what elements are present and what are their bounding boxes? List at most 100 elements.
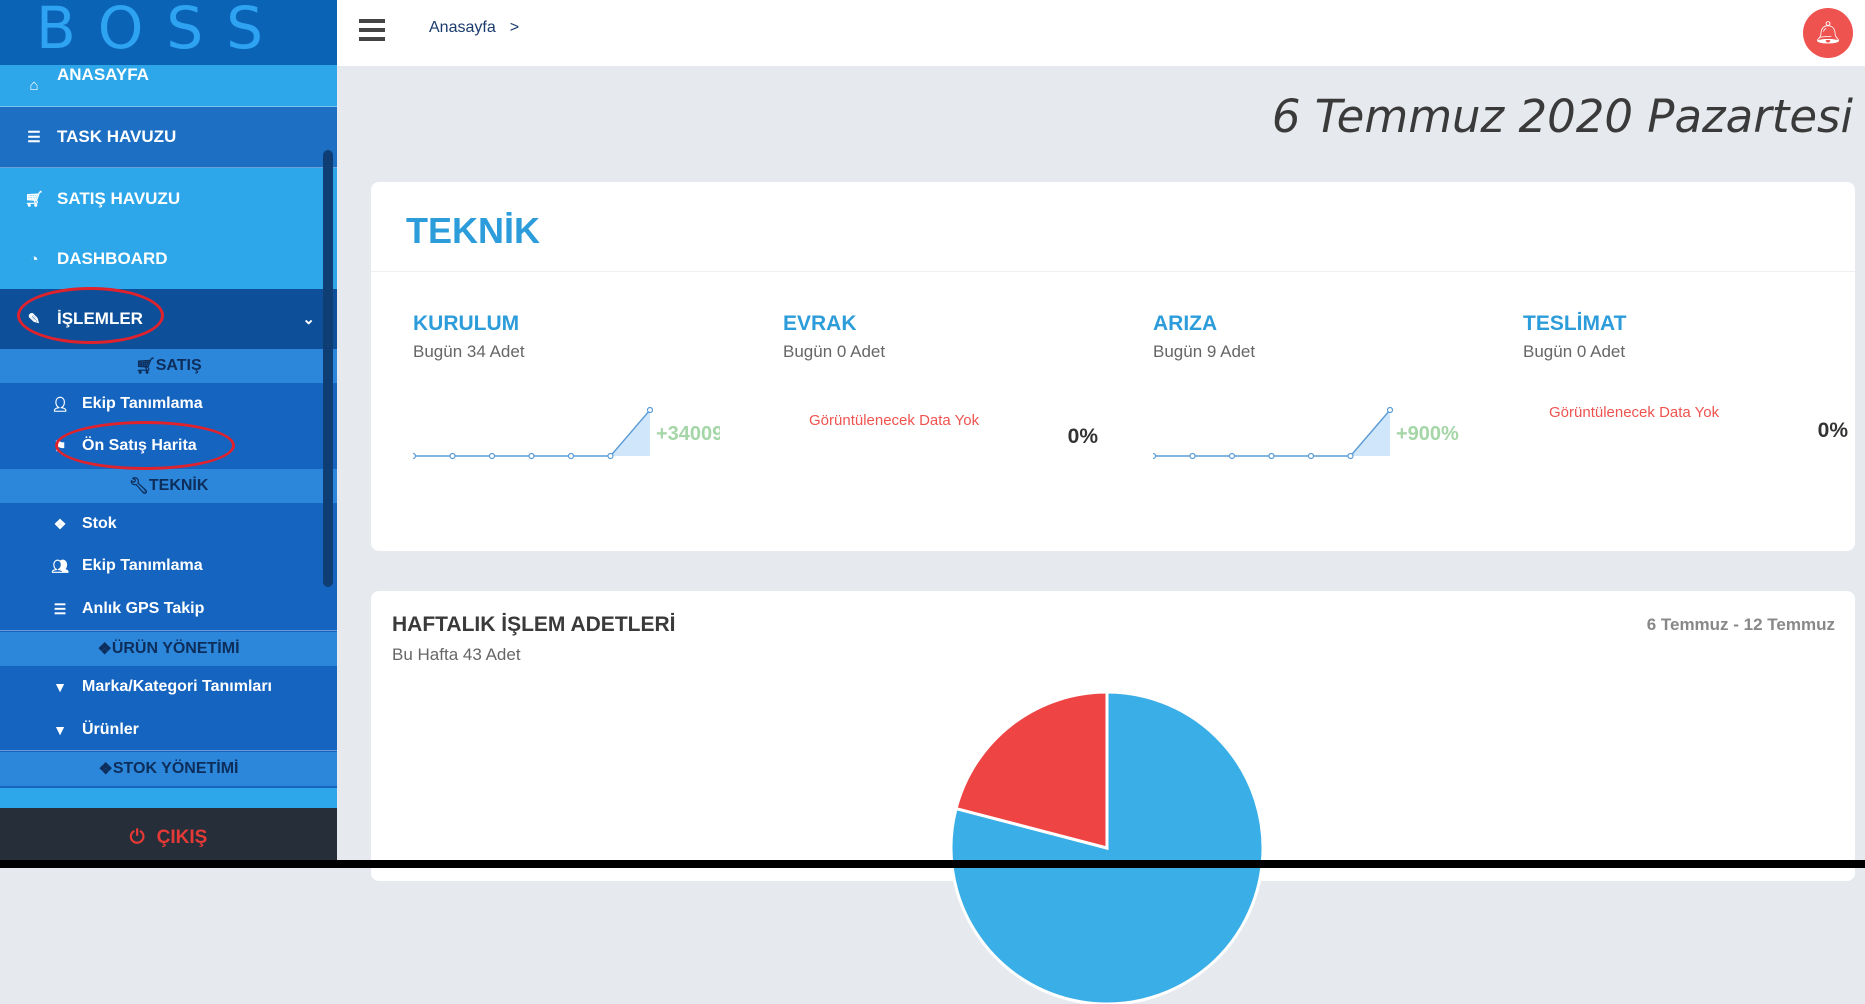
section-label: ÜRÜN YÖNETİMİ (111, 640, 240, 657)
filter-icon: ▼ (53, 679, 67, 695)
list-icon: ☰ (53, 600, 67, 617)
sidebar-item-satis-havuzu[interactable]: 🛒︎ SATIŞ HAVUZU (0, 168, 337, 229)
dropbox-icon: ❖ (97, 641, 112, 658)
sidebar-item-anlik-gps-takip[interactable]: ☰ Anlık GPS Takip (0, 588, 337, 631)
divider (371, 271, 1855, 272)
sidebar-item-stok[interactable]: ❖ Stok (0, 504, 337, 544)
section-header-satis: 🛒︎ SATIŞ (0, 349, 337, 383)
sidebar-item-on-satis-harita[interactable]: ⚑ Ön Satış Harita (0, 426, 337, 466)
sparkline-point (1153, 452, 1157, 460)
page-date: 6 Temmuz 2020 Pazartesi (1271, 90, 1853, 143)
no-data-text: Görüntülenecek Data Yok (809, 412, 980, 429)
sidebar-item-label: DASHBOARD (57, 249, 168, 268)
cart-icon: 🛒︎ (135, 358, 156, 375)
sidebar-item-dashboard[interactable]: ◔ DASHBOARD (0, 229, 337, 289)
sparkline-point (1228, 452, 1236, 460)
date-range: 6 Temmuz - 12 Temmuz (1646, 615, 1835, 634)
sidebar-item-label: TASK HAVUZU (57, 127, 177, 146)
sidebar-item-marka-kategori[interactable]: ▼ Marka/Kategori Tanımları (0, 667, 337, 707)
growth-value: +900% (1396, 423, 1459, 445)
wrench-icon: 🔧︎ (128, 478, 149, 495)
sparkline-point (1347, 452, 1354, 460)
menu-toggle-button[interactable] (359, 19, 385, 43)
sparkline-point (413, 452, 417, 460)
sparkline-line (413, 409, 651, 457)
sidebar-item-label: SATIŞ HAVUZU (57, 188, 181, 208)
dashboard-icon: ◔ (29, 250, 39, 268)
sidebar-item-label: Ön Satış Harita (82, 437, 197, 454)
pie-chart (951, 692, 1263, 1004)
user-icon: 👤︎ (51, 395, 69, 412)
home-icon: ⌂ (29, 77, 39, 94)
sidebar-item-ekip-tanimlama-satis[interactable]: 👤︎ Ekip Tanımlama (0, 384, 337, 424)
no-data-text: Görüntülenecek Data Yok (1549, 404, 1720, 421)
sparkline-point (567, 452, 575, 460)
section-label: SATIŞ (155, 357, 202, 374)
cart-icon: 🛒︎ (24, 190, 44, 208)
section-header-teknik: 🔧︎ TEKNİK (0, 469, 337, 503)
sidebar-item-task-havuzu[interactable]: ☰ TASK HAVUZU (0, 107, 337, 168)
sidebar-item-label: Ekip Tanımlama (82, 557, 203, 574)
logout-label: ÇIKIŞ (156, 827, 208, 848)
stat-title: EVRAK (783, 312, 857, 335)
sidebar-item-islemler[interactable]: ✎ İŞLEMLER ⌄ (0, 289, 337, 349)
sidebar-item-anasayfa[interactable]: ⌂ ANASAYFA (0, 65, 337, 107)
stat-kurulum: KURULUM Bugün 34 Adet +34009 (413, 312, 743, 472)
section-header-urun-yonetimi: ❖ ÜRÜN YÖNETİMİ (0, 632, 337, 666)
sidebar-scrollbar[interactable] (323, 150, 333, 587)
chevron-right-icon: > (509, 19, 520, 36)
sidebar-item-label: ANASAYFA (57, 65, 149, 84)
sparkline-point (607, 452, 614, 460)
weekly-card: HAFTALIK İŞLEM ADETLERİ Bu Hafta 43 Adet… (371, 591, 1855, 1004)
stat-title: KURULUM (413, 312, 520, 335)
section-header-stok-yonetimi: ❖ STOK YÖNETİMİ (0, 752, 337, 786)
bell-icon[interactable]: 🔔︎ (1803, 8, 1853, 58)
bottom-strip (0, 860, 1865, 868)
card-title: HAFTALIK İŞLEM ADETLERİ (392, 613, 676, 636)
stat-subtitle: Bugün 9 Adet (1153, 342, 1256, 361)
teknik-card: TEKNİK KURULUM Bugün 34 Adet +34009 EVRA… (371, 182, 1855, 551)
section-label: STOK YÖNETİMİ (112, 760, 239, 777)
sidebar-item-urunler[interactable]: ▼ Ürünler (0, 709, 337, 751)
sidebar-item-label: Marka/Kategori Tanımları (82, 678, 272, 695)
sidebar-item-label: İŞLEMLER (57, 309, 143, 328)
logout-button[interactable]: ⏻ ÇIKIŞ (0, 808, 337, 868)
sidebar-item-label: Ekip Tanımlama (82, 395, 203, 412)
card-subtitle: Bu Hafta 43 Adet (392, 645, 521, 664)
stat-ariza: ARIZA Bugün 9 Adet +900% (1153, 312, 1483, 472)
pie-slice (954, 692, 1109, 850)
power-icon: ⏻ (129, 827, 145, 848)
sparkline-line (1153, 409, 1391, 457)
sparkline-point (488, 452, 496, 460)
sparkline-point (528, 452, 535, 460)
breadcrumb-home-link[interactable]: Anasayfa (429, 19, 496, 36)
section-label: TEKNİK (148, 477, 209, 494)
map-icon: ⚑ (53, 437, 67, 454)
sidebar-item-next[interactable] (0, 788, 337, 808)
filter-icon: ▼ (53, 721, 67, 738)
sparkline-point (1268, 452, 1275, 460)
sparkline-point (1386, 406, 1393, 414)
logo-bar: BOSS (0, 0, 337, 65)
users-icon: 👥︎ (51, 557, 69, 574)
sparkline-point (1307, 452, 1315, 460)
sparkline-point (1189, 452, 1196, 460)
sparkline-point (646, 406, 653, 414)
stat-evrak: EVRAK Bugün 0 Adet Görüntülenecek Data Y… (783, 312, 1113, 472)
app-logo[interactable]: BOSS (36, 0, 287, 62)
sparkline-point (449, 452, 456, 460)
breadcrumb: Anasayfa > (429, 19, 519, 37)
list-icon: ☰ (27, 129, 41, 146)
sidebar: BOSS ⌂ ANASAYFA ☰ TASK HAVUZU 🛒︎ SATIŞ H… (0, 0, 337, 868)
topbar: Anasayfa > 🔔︎ (337, 0, 1865, 66)
sparkline-chart (413, 406, 653, 460)
sidebar-item-ekip-tanimlama-teknik[interactable]: 👥︎ Ekip Tanımlama (0, 546, 337, 586)
stat-subtitle: Bugün 0 Adet (783, 342, 886, 361)
growth-value: +34009 (656, 423, 720, 445)
stat-title: TESLİMAT (1523, 312, 1627, 335)
stat-subtitle: Bugün 0 Adet (1523, 342, 1626, 361)
sidebar-item-label: Anlık GPS Takip (82, 600, 205, 617)
sidebar-item-label: Ürünler (82, 720, 139, 738)
sparkline-chart (1153, 406, 1393, 460)
card-title: TEKNİK (406, 210, 540, 251)
